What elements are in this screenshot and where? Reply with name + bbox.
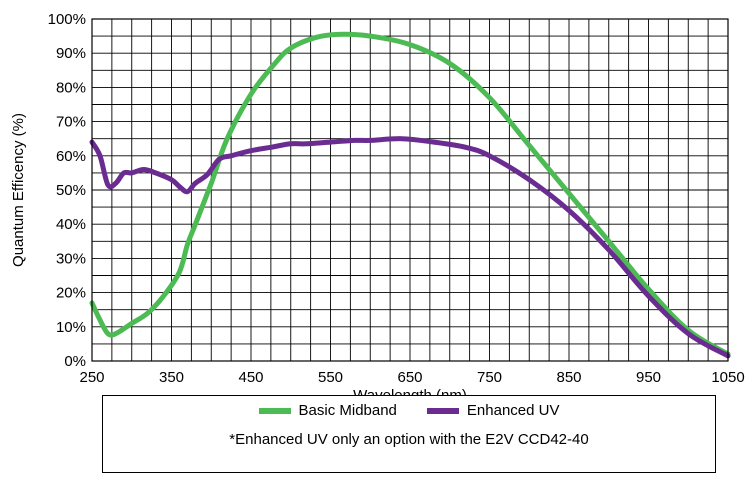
legend: Basic Midband Enhanced UV *Enhanced UV o… [102, 395, 716, 473]
legend-item-enhanced-uv: Enhanced UV [426, 402, 560, 419]
x-tick-label: 250 [79, 369, 104, 386]
y-tick-label: 60% [56, 148, 86, 165]
y-tick-label: 40% [56, 216, 86, 233]
x-tick-label: 950 [636, 369, 661, 386]
y-axis-title: Quantum Efficency (%) [10, 113, 27, 267]
x-tick-label: 750 [477, 369, 502, 386]
y-tick-label: 100% [48, 11, 86, 28]
plot-frame [91, 18, 729, 362]
series-line-enhanced-uv [89, 136, 731, 359]
qe-chart: 0% 10% 20% 30% 40% 50% 60% 70% 80% 90% 100% 250 350 4… [10, 11, 745, 395]
x-tick-label: 450 [238, 369, 263, 386]
legend-note: *Enhanced UV only an option with the E2V… [229, 431, 589, 448]
y-tick-label: 70% [56, 114, 86, 131]
series-line-basic-midband [89, 31, 731, 357]
legend-label-enhanced-uv: Enhanced UV [466, 402, 560, 419]
y-tick-label: 80% [56, 79, 86, 96]
x-axis-title: Wavelength (nm) [353, 387, 467, 395]
x-tick-label: 350 [159, 369, 184, 386]
x-tick-label: 850 [556, 369, 581, 386]
x-tick-label: 1050 [711, 369, 744, 386]
legend-item-basic-midband: Basic Midband [258, 402, 397, 419]
y-tick-label: 20% [56, 285, 86, 302]
x-tick-label: 650 [397, 369, 422, 386]
y-tick-label: 30% [56, 250, 86, 267]
y-tick-label: 50% [56, 182, 86, 199]
legend-label-basic-midband: Basic Midband [298, 402, 397, 419]
data-series [89, 31, 731, 359]
legend-swatch-enhanced-uv [426, 407, 459, 414]
y-tick-label: 0% [64, 353, 86, 370]
x-tick-label: 550 [318, 369, 343, 386]
y-tick-label: 90% [56, 45, 86, 62]
tick-labels: 0% 10% 20% 30% 40% 50% 60% 70% 80% 90% 100% 250 350 4… [48, 11, 745, 386]
legend-row: Basic Midband Enhanced UV [103, 402, 715, 419]
y-tick-label: 10% [56, 319, 86, 336]
legend-swatch-basic-midband [258, 407, 291, 414]
grid-lines [91, 18, 729, 362]
